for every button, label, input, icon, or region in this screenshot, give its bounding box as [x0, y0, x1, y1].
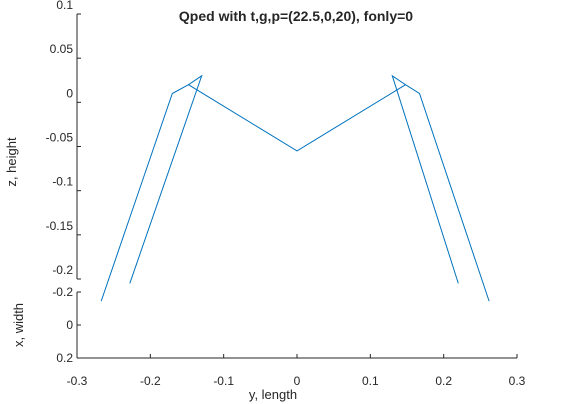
z-tick-label-0: 0.1: [56, 0, 73, 12]
x-axis-ticks: -0.3 -0.2 -0.1 0 0.1 0.2 0.3: [67, 354, 526, 388]
z-tick-label-2: 0: [66, 86, 73, 100]
depth-tick-label-1: 0: [66, 318, 73, 332]
trace-0: [129, 74, 459, 284]
z-axis-label: z, height: [4, 137, 19, 187]
x-tick-label-3: 0: [294, 374, 301, 388]
z-tick-label-3: -0.05: [46, 131, 74, 145]
depth-axis-ticks: -0.2 0 0.2: [52, 285, 81, 365]
x-tick-label-2: -0.1: [213, 374, 234, 388]
z-tick-label-1: 0.05: [50, 42, 74, 56]
z-axis-ticks: 0.1 0.05 0 -0.05 -0.1 -0.15 -0.2: [46, 0, 81, 280]
z-tick-label-5: -0.15: [46, 219, 74, 233]
x-tick-label-0: -0.3: [67, 374, 88, 388]
x-tick-label-6: 0.3: [509, 374, 526, 388]
x-tick-label-4: 0.1: [362, 374, 379, 388]
depth-tick-label-2: 0.2: [56, 351, 73, 365]
x-tick-label-5: 0.2: [435, 374, 452, 388]
depth-tick-label-0: -0.2: [52, 285, 73, 299]
trace-1: [100, 84, 189, 302]
chart-title: Qped with t,g,p=(22.5,0,20), fonly=0: [179, 8, 413, 24]
z-tick-label-4: -0.1: [52, 175, 73, 189]
x-tick-label-1: -0.2: [140, 374, 161, 388]
line-traces: [100, 74, 490, 302]
z-tick-label-6: -0.2: [52, 263, 73, 277]
trace-2: [405, 84, 490, 302]
depth-axis-label: x, width: [11, 303, 26, 347]
x-axis-label: y, length: [249, 387, 297, 402]
